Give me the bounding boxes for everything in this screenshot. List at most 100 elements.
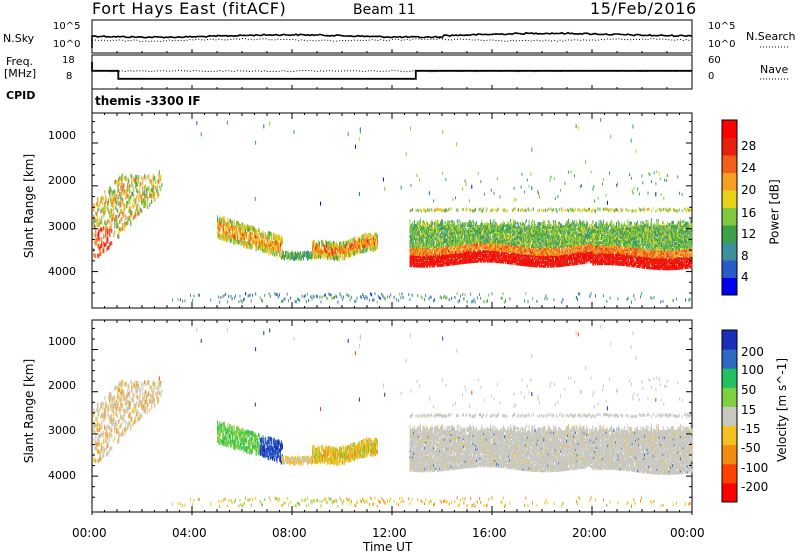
power-cell xyxy=(103,241,105,246)
power-cell xyxy=(532,227,533,231)
power-cell xyxy=(153,189,155,194)
power-cell xyxy=(105,226,107,231)
power-cell xyxy=(223,223,225,228)
power-cell xyxy=(322,248,324,253)
power-cell xyxy=(482,209,484,213)
power-cell xyxy=(443,209,445,213)
power-cell xyxy=(278,235,280,240)
power-cell xyxy=(447,234,449,238)
power-cell xyxy=(345,240,347,245)
power-cell xyxy=(151,180,153,185)
power-cell xyxy=(329,252,331,257)
power-cell xyxy=(438,264,440,268)
power-cell xyxy=(369,243,371,248)
power-cell xyxy=(409,227,411,231)
power-cell xyxy=(494,225,496,229)
power-cell xyxy=(511,225,513,229)
power-cell xyxy=(117,209,119,214)
power-cell xyxy=(128,200,130,205)
power-cell xyxy=(409,219,411,223)
power-cell xyxy=(370,247,372,252)
power-cell xyxy=(448,249,449,253)
power-cell xyxy=(115,199,117,203)
power-cell xyxy=(529,225,531,229)
power-cell xyxy=(240,233,242,238)
power-cell xyxy=(465,208,467,212)
power-cell xyxy=(420,256,421,260)
power-cell xyxy=(320,246,322,250)
power-cell xyxy=(420,258,421,262)
power-cell xyxy=(112,197,114,202)
power-cell xyxy=(525,209,527,213)
power-cell xyxy=(103,243,105,248)
power-cell xyxy=(231,226,233,231)
power-cell xyxy=(122,226,124,231)
power-cell xyxy=(127,203,129,208)
power-cell xyxy=(416,262,418,266)
power-cell xyxy=(136,175,138,179)
power-cell xyxy=(475,207,477,211)
power-cell xyxy=(433,199,435,203)
power-cell xyxy=(418,241,420,245)
power-cell xyxy=(150,190,152,195)
power-cell xyxy=(541,247,543,251)
power-cell xyxy=(280,250,281,255)
power-cell xyxy=(159,185,161,190)
power-cell xyxy=(469,219,471,223)
power-cell xyxy=(250,225,252,230)
power-cell xyxy=(419,231,421,235)
power-cell xyxy=(150,193,152,198)
power-cell xyxy=(99,228,101,233)
power-cell xyxy=(107,230,109,235)
power-cell xyxy=(103,249,105,253)
power-cell xyxy=(434,258,435,262)
power-cell xyxy=(479,225,481,228)
power-cell xyxy=(537,209,539,213)
power-cell xyxy=(282,250,283,255)
power-cell xyxy=(247,236,249,241)
power-cell xyxy=(420,228,422,231)
power-cell xyxy=(409,209,411,213)
power-cell xyxy=(447,251,449,255)
power-cell xyxy=(127,194,129,199)
power-cell xyxy=(148,186,150,191)
power-cell xyxy=(354,251,355,256)
power-cell xyxy=(131,179,133,184)
power-cell xyxy=(364,244,366,249)
power-cell xyxy=(375,245,376,249)
power-cell xyxy=(487,246,489,250)
power-cell xyxy=(94,203,96,208)
power-cell xyxy=(254,239,256,244)
power-cell xyxy=(522,257,524,261)
power-cell xyxy=(352,238,354,242)
power-cell xyxy=(417,226,419,229)
power-cell xyxy=(248,239,250,243)
power-cell xyxy=(534,223,536,227)
power-cell xyxy=(527,254,529,258)
power-cell xyxy=(130,222,132,227)
power-cell xyxy=(342,246,344,251)
power-cell xyxy=(438,207,440,211)
power-cell xyxy=(487,259,489,263)
power-cell xyxy=(100,252,102,257)
power-cell xyxy=(158,192,160,197)
power-cell xyxy=(116,207,118,212)
power-cell xyxy=(448,232,449,236)
power-cell xyxy=(146,190,148,195)
power-cell xyxy=(340,241,341,246)
power-cell xyxy=(462,222,464,226)
power-cell xyxy=(419,251,421,255)
power-cell xyxy=(159,176,161,181)
power-cell xyxy=(414,241,416,245)
power-cell xyxy=(511,246,513,250)
power-cell xyxy=(226,231,228,235)
power-cell xyxy=(420,230,422,233)
power-cell xyxy=(273,252,275,257)
power-cell xyxy=(116,225,118,230)
power-cell xyxy=(416,231,418,235)
power-cell xyxy=(462,249,463,253)
power-cell xyxy=(124,227,126,232)
power-cell xyxy=(472,244,474,248)
power-cell xyxy=(410,264,412,268)
power-cell xyxy=(129,209,131,214)
